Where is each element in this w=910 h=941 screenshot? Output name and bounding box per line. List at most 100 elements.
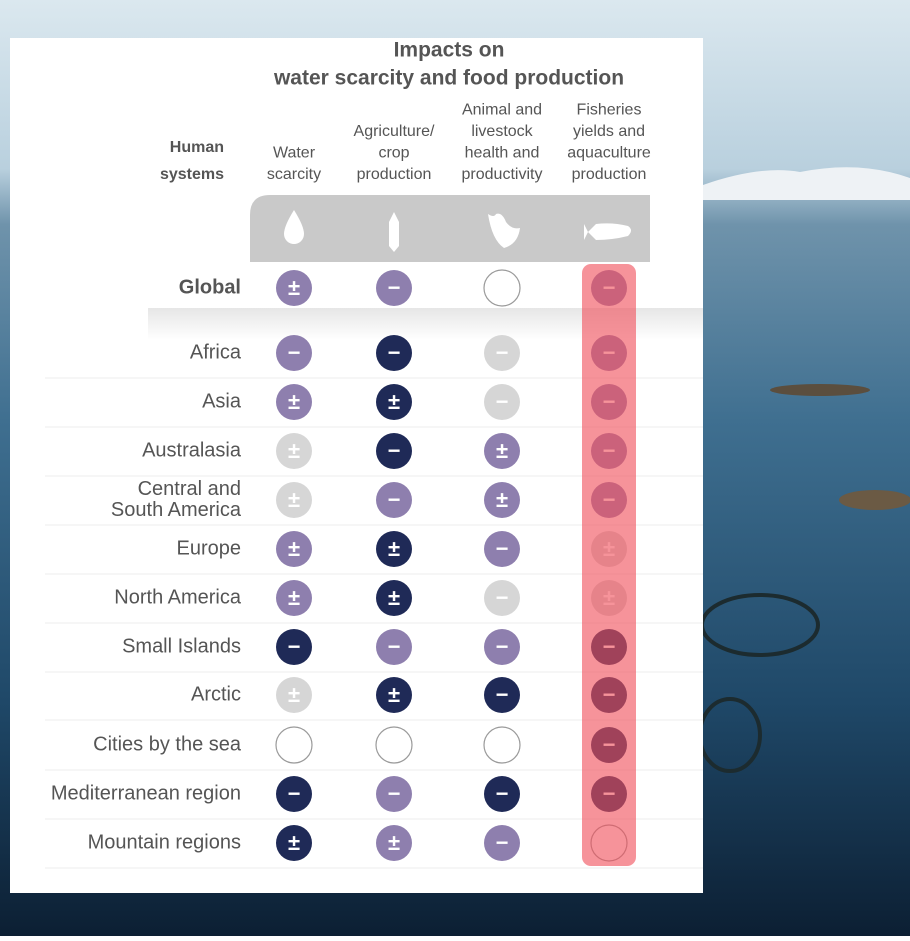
impact-symbol: −	[496, 682, 509, 707]
column-header: livestock	[471, 123, 533, 140]
impact-circle	[276, 270, 312, 306]
impact-circle	[484, 482, 520, 518]
impact-symbol: −	[388, 634, 401, 659]
row-label: Small Islands	[122, 635, 241, 657]
impact-symbol: −	[288, 340, 301, 365]
impact-symbol: ±	[288, 682, 300, 707]
impact-circle	[484, 580, 520, 616]
column-header: production	[572, 166, 647, 183]
column-header: Agriculture/	[354, 123, 435, 140]
row-label: Asia	[202, 390, 242, 412]
impact-symbol: ±	[288, 830, 300, 855]
impact-symbol: ±	[496, 487, 508, 512]
impact-circle	[376, 629, 412, 665]
island	[770, 384, 870, 396]
column-header: Water	[273, 145, 316, 162]
water-icon	[284, 210, 304, 244]
impact-circle	[376, 433, 412, 469]
impact-symbol: −	[496, 585, 509, 610]
column-header: health and	[465, 145, 540, 162]
impact-circle	[276, 531, 312, 567]
row-header: systems	[160, 166, 224, 183]
impact-symbol: ±	[288, 487, 300, 512]
column-header: aquaculture	[567, 145, 651, 162]
impact-symbol: ±	[388, 830, 400, 855]
impact-circle-empty	[483, 269, 521, 307]
impact-circle	[376, 335, 412, 371]
column-header: productivity	[462, 166, 543, 183]
impact-circle	[484, 629, 520, 665]
impact-symbol: ±	[496, 438, 508, 463]
row-label: North America	[114, 586, 242, 608]
impact-circle	[276, 677, 312, 713]
impact-circle	[376, 270, 412, 306]
impact-circle-empty	[483, 726, 521, 764]
impact-circle	[376, 384, 412, 420]
impact-circle	[484, 825, 520, 861]
row-label: Global	[179, 276, 241, 298]
icon-bar	[250, 195, 650, 262]
impact-symbol: −	[388, 487, 401, 512]
fish-icon	[584, 223, 631, 240]
impact-circle	[276, 580, 312, 616]
impact-circle	[376, 531, 412, 567]
row-label: Australasia	[142, 439, 242, 461]
impact-circle	[376, 776, 412, 812]
title-line: Impacts on	[394, 39, 505, 62]
impact-circle	[276, 776, 312, 812]
column-header: scarcity	[267, 166, 321, 183]
impact-symbol: ±	[388, 536, 400, 561]
impact-symbol: ±	[388, 682, 400, 707]
impact-symbol: −	[496, 389, 509, 414]
row-label: Arctic	[191, 683, 241, 705]
row-label: Africa	[190, 341, 242, 363]
island	[839, 490, 910, 510]
impact-symbol: ±	[388, 389, 400, 414]
impact-circle	[276, 825, 312, 861]
impact-symbol: ±	[288, 536, 300, 561]
highlight	[582, 264, 636, 866]
impact-symbol: −	[288, 781, 301, 806]
impact-circle	[484, 531, 520, 567]
column-header: Animal and	[462, 102, 542, 119]
impact-symbol: −	[496, 781, 509, 806]
impact-circle	[484, 384, 520, 420]
column-header: crop	[378, 145, 409, 162]
row-label: Mountain regions	[88, 831, 241, 853]
impact-circle	[276, 629, 312, 665]
impact-symbol: ±	[288, 585, 300, 610]
impact-circle	[276, 335, 312, 371]
impact-symbol: −	[388, 340, 401, 365]
impact-symbol: ±	[388, 585, 400, 610]
impact-symbol: −	[388, 275, 401, 300]
row-label: Mediterranean region	[51, 782, 241, 804]
impact-symbol: −	[496, 340, 509, 365]
impact-circle	[484, 335, 520, 371]
impact-circle-empty	[375, 726, 413, 764]
impact-circle	[484, 433, 520, 469]
impact-symbol: ±	[288, 275, 300, 300]
impact-circle	[276, 384, 312, 420]
row-label: Central and	[138, 478, 241, 500]
livestock-icon	[488, 213, 520, 248]
impact-symbol: −	[496, 830, 509, 855]
impact-symbol: −	[388, 781, 401, 806]
row-label: Europe	[177, 537, 242, 559]
row-label: South America	[111, 499, 242, 521]
impact-circle	[484, 776, 520, 812]
crop-icon	[389, 212, 399, 252]
impact-symbol: ±	[288, 438, 300, 463]
impact-circle	[376, 825, 412, 861]
impact-symbol: −	[388, 438, 401, 463]
impact-circle-empty	[275, 726, 313, 764]
impact-circle	[376, 580, 412, 616]
column-header: production	[357, 166, 432, 183]
impact-symbol: −	[496, 634, 509, 659]
title-line: water scarcity and food production	[273, 67, 624, 90]
column-header: yields and	[573, 123, 645, 140]
impact-circle	[276, 433, 312, 469]
snowy-hills	[703, 167, 910, 200]
row-header: Human	[170, 139, 224, 156]
impact-symbol: ±	[288, 389, 300, 414]
